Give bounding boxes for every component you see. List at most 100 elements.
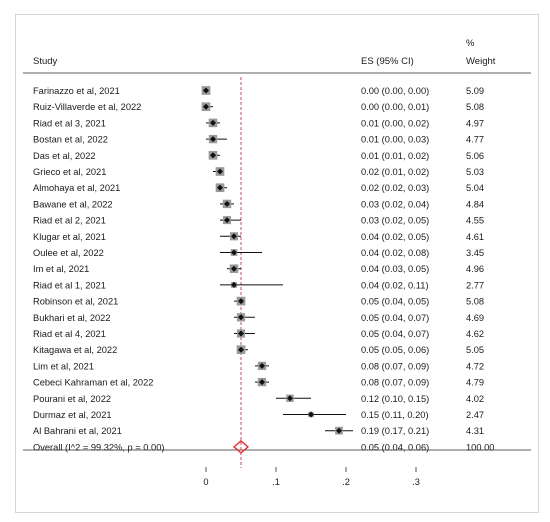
- es-ci-value: 0.04 (0.03, 0.05): [361, 264, 429, 274]
- es-ci-value: 0.05 (0.05, 0.06): [361, 345, 429, 355]
- weight-value: 4.96: [466, 264, 484, 274]
- point-estimate: [224, 200, 230, 207]
- point-estimate: [259, 362, 265, 369]
- study-row: Klugar et al, 2021 0.04 (0.02, 0.05) 4.61: [33, 232, 484, 242]
- study-row: Bostan et al, 2022 0.01 (0.00, 0.03) 4.77: [33, 135, 484, 145]
- header-weight-percent: %: [466, 38, 475, 49]
- study-label: Kitagawa et al, 2022: [33, 345, 117, 355]
- study-label: Pourani et al, 2022: [33, 394, 111, 404]
- header-study: Study: [33, 56, 58, 67]
- study-label: Durmaz et al, 2021: [33, 410, 112, 420]
- point-estimate: [203, 103, 209, 110]
- weight-value: 4.77: [466, 135, 484, 145]
- study-label: Ruiz-Villaverde et al, 2022: [33, 102, 141, 112]
- x-tick-label: 0: [203, 477, 208, 487]
- study-row: Cebeci Kahraman et al, 2022 0.08 (0.07, 0…: [33, 378, 484, 388]
- point-estimate: [238, 330, 244, 337]
- study-label: Grieco et al, 2021: [33, 167, 106, 177]
- point-estimate: [210, 136, 216, 143]
- study-row: Lim et al, 2021 0.08 (0.07, 0.09) 4.72: [33, 361, 484, 371]
- es-ci-value: 0.08 (0.07, 0.09): [361, 361, 429, 371]
- weight-value: 4.02: [466, 394, 484, 404]
- point-estimate: [203, 87, 209, 94]
- weight-value: 5.08: [466, 297, 484, 307]
- study-label: Riad et al 2, 2021: [33, 216, 106, 226]
- weight-value: 4.31: [466, 426, 484, 436]
- point-estimate: [238, 346, 244, 353]
- weight-value: 3.45: [466, 248, 484, 258]
- es-ci-value: 0.02 (0.02, 0.03): [361, 183, 429, 193]
- es-ci-value: 0.15 (0.11, 0.20): [361, 410, 429, 420]
- overall-es-ci: 0.05 (0.04, 0.06): [361, 442, 429, 452]
- study-row: Bukhari et al, 2022 0.05 (0.04, 0.07) 4.69: [33, 313, 484, 323]
- figure-frame: Study ES (95% CI) % Weight Farinazzo et …: [15, 14, 539, 513]
- study-row: Riad et al 4, 2021 0.05 (0.04, 0.07) 4.62: [33, 329, 484, 339]
- es-ci-value: 0.01 (0.00, 0.03): [361, 135, 429, 145]
- study-row: Kitagawa et al, 2022 0.05 (0.05, 0.06) 5.0…: [33, 345, 484, 355]
- study-label: Cebeci Kahraman et al, 2022: [33, 378, 153, 388]
- weight-value: 2.77: [466, 280, 484, 290]
- point-estimate: [231, 281, 237, 288]
- x-tick-label: .1: [272, 477, 280, 487]
- study-label: Riad et al 3, 2021: [33, 118, 106, 128]
- weight-value: 5.06: [466, 151, 484, 161]
- study-label: Klugar et al, 2021: [33, 232, 106, 242]
- study-label: Lim et al, 2021: [33, 361, 94, 371]
- study-row: Grieco et al, 2021 0.02 (0.01, 0.02) 5.03: [33, 167, 484, 177]
- study-label: Bukhari et al, 2022: [33, 313, 111, 323]
- study-row: Riad et al 2, 2021 0.03 (0.02, 0.05) 4.55: [33, 216, 484, 226]
- es-ci-value: 0.01 (0.01, 0.02): [361, 151, 429, 161]
- study-label: Farinazzo et al, 2021: [33, 86, 120, 96]
- es-ci-value: 0.00 (0.00, 0.00): [361, 86, 429, 96]
- study-label: Das et al, 2022: [33, 151, 96, 161]
- header-es-ci: ES (95% CI): [361, 56, 414, 67]
- weight-value: 4.61: [466, 232, 484, 242]
- es-ci-value: 0.00 (0.00, 0.01): [361, 102, 429, 112]
- es-ci-value: 0.03 (0.02, 0.04): [361, 199, 429, 209]
- x-tick-label: .2: [342, 477, 350, 487]
- es-ci-value: 0.04 (0.02, 0.11): [361, 280, 429, 290]
- weight-value: 4.79: [466, 378, 484, 388]
- weight-value: 4.84: [466, 199, 484, 209]
- overall-diamond: [233, 440, 249, 454]
- point-estimate: [231, 249, 237, 256]
- es-ci-value: 0.02 (0.01, 0.02): [361, 167, 429, 177]
- point-estimate: [210, 119, 216, 126]
- es-ci-value: 0.08 (0.07, 0.09): [361, 378, 429, 388]
- weight-value: 4.69: [466, 313, 484, 323]
- point-estimate: [308, 411, 314, 418]
- weight-value: 5.08: [466, 102, 484, 112]
- point-estimate: [217, 184, 223, 191]
- study-row: Durmaz et al, 2021 0.15 (0.11, 0.20) 2.47: [33, 410, 484, 420]
- study-row: Das et al, 2022 0.01 (0.01, 0.02) 5.06: [33, 151, 484, 161]
- study-row: Robinson et al, 2021 0.05 (0.04, 0.05) 5.0…: [33, 297, 484, 307]
- weight-value: 5.09: [466, 86, 484, 96]
- study-row: Im et al, 2021 0.04 (0.03, 0.05) 4.96: [33, 264, 484, 274]
- weight-value: 4.55: [466, 216, 484, 226]
- point-estimate: [224, 217, 230, 224]
- overall-weight: 100.00: [466, 442, 494, 452]
- weight-value: 4.97: [466, 118, 484, 128]
- weight-value: 5.05: [466, 345, 484, 355]
- study-label: Al Bahrani et al, 2021: [33, 426, 122, 436]
- study-row: Farinazzo et al, 2021 0.00 (0.00, 0.00) 5.…: [33, 86, 484, 96]
- study-row: Pourani et al, 2022 0.12 (0.10, 0.15) 4.02: [33, 394, 484, 404]
- point-estimate: [238, 298, 244, 305]
- study-row: Bawane et al, 2022 0.03 (0.02, 0.04) 4.84: [33, 199, 484, 209]
- x-axis: 0 .1 .2 .3: [203, 467, 420, 487]
- point-estimate: [259, 379, 265, 386]
- overall-row: Overall (I^2 = 99.32%, p = 0.00) 0.05 (0.…: [33, 440, 494, 454]
- es-ci-value: 0.05 (0.04, 0.05): [361, 297, 429, 307]
- forest-plot: Study ES (95% CI) % Weight Farinazzo et …: [23, 38, 531, 487]
- es-ci-value: 0.04 (0.02, 0.05): [361, 232, 429, 242]
- weight-value: 4.72: [466, 361, 484, 371]
- point-estimate: [210, 152, 216, 159]
- study-row: Ruiz-Villaverde et al, 2022 0.00 (0.00, 0…: [33, 102, 484, 112]
- es-ci-value: 0.12 (0.10, 0.15): [361, 394, 429, 404]
- study-label: Riad et al 1, 2021: [33, 280, 106, 290]
- study-label: Im et al, 2021: [33, 264, 89, 274]
- study-row: Oulee et al, 2022 0.04 (0.02, 0.08) 3.45: [33, 248, 484, 258]
- study-row: Almohaya et al, 2021 0.02 (0.02, 0.03) 5.0…: [33, 183, 484, 193]
- study-label: Bostan et al, 2022: [33, 135, 108, 145]
- point-estimate: [238, 314, 244, 321]
